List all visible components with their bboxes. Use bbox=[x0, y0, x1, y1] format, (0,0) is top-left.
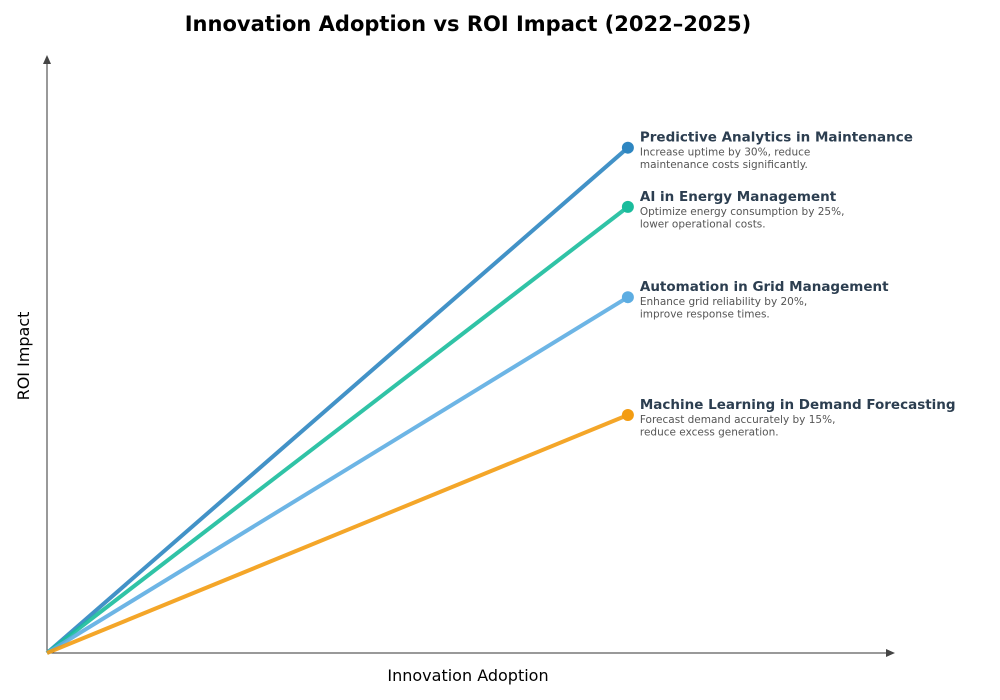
series-label: Machine Learning in Demand Forecasting bbox=[640, 397, 956, 413]
series-layer: Predictive Analytics in MaintenanceIncre… bbox=[45, 130, 956, 655]
series-description: maintenance costs significantly. bbox=[640, 159, 808, 171]
series-line bbox=[45, 146, 630, 655]
series-endpoint bbox=[621, 141, 634, 154]
series-description: lower operational costs. bbox=[640, 218, 766, 230]
series-label: Automation in Grid Management bbox=[640, 279, 889, 295]
series-line bbox=[45, 295, 629, 655]
series-description: Enhance grid reliability by 20%, bbox=[640, 296, 807, 308]
series-label: Predictive Analytics in Maintenance bbox=[640, 130, 913, 146]
x-axis-arrow-icon bbox=[886, 649, 895, 657]
series-label: AI in Energy Management bbox=[640, 189, 837, 205]
y-axis-label: ROI Impact bbox=[14, 312, 33, 401]
chart-title: Innovation Adoption vs ROI Impact (2022–… bbox=[185, 12, 752, 36]
series-endpoint bbox=[621, 408, 634, 421]
series-description: Optimize energy consumption by 25%, bbox=[640, 206, 845, 218]
series-description: reduce excess generation. bbox=[640, 426, 779, 438]
series-description: Increase uptime by 30%, reduce bbox=[640, 147, 810, 159]
x-axis-label: Innovation Adoption bbox=[387, 666, 548, 685]
series-endpoint bbox=[621, 291, 634, 304]
series-line bbox=[45, 205, 630, 655]
y-axis-arrow-icon bbox=[43, 55, 51, 64]
series-description: Forecast demand accurately by 15%, bbox=[640, 414, 836, 426]
series-endpoint bbox=[621, 200, 634, 213]
series-description: improve response times. bbox=[640, 309, 770, 321]
series-line bbox=[46, 413, 629, 655]
